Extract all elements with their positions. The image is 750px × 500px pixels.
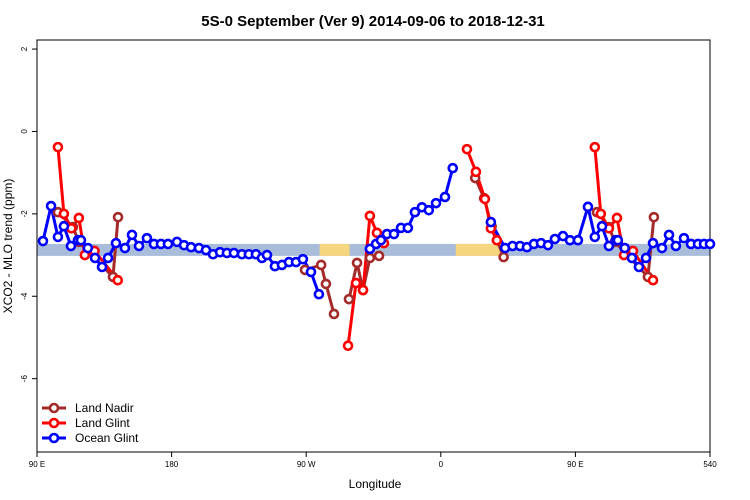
data-point [45, 200, 57, 212]
data-point [141, 232, 153, 244]
data-point [589, 231, 601, 243]
data-point [75, 234, 87, 246]
data-point [305, 266, 317, 278]
data-point [58, 208, 70, 220]
y-axis-label: XCO2 - MLO trend (ppm) [1, 179, 15, 314]
data-point [619, 242, 631, 254]
data-point [447, 162, 459, 174]
legend-marker [48, 417, 60, 429]
data-point [670, 240, 682, 252]
data-point [350, 277, 362, 289]
data-point [37, 235, 49, 247]
data-point [402, 222, 414, 234]
x-tick-label: 90 W [297, 460, 316, 469]
land-span [319, 243, 350, 256]
data-point [65, 240, 77, 252]
data-point [582, 201, 594, 213]
data-point [430, 197, 442, 209]
data-point [498, 251, 509, 263]
data-point [409, 206, 421, 218]
data-point [162, 238, 174, 250]
data-point [423, 204, 435, 216]
data-point [133, 240, 145, 252]
y-tick-label: -2 [20, 210, 29, 218]
data-point [603, 240, 615, 252]
data-point [119, 242, 131, 254]
data-point [491, 234, 503, 246]
data-point [73, 212, 85, 224]
data-point [595, 208, 607, 220]
data-point [112, 211, 124, 223]
data-point [611, 212, 623, 224]
data-point [313, 288, 325, 300]
data-point [297, 253, 309, 265]
x-tick-label: 0 [439, 460, 444, 469]
data-point [572, 234, 584, 246]
data-point [388, 228, 400, 240]
data-point [626, 252, 638, 264]
data-point [647, 274, 659, 286]
legend-label: Land Glint [75, 416, 130, 430]
data-point [315, 259, 327, 271]
data-point [89, 252, 101, 264]
data-point [375, 234, 387, 246]
data-point [364, 210, 376, 222]
y-tick-label: 0 [20, 129, 29, 134]
data-point [612, 234, 624, 246]
chart-title: 5S-0 September (Ver 9) 2014-09-06 to 201… [201, 13, 545, 30]
data-point [704, 238, 716, 250]
data-point [328, 308, 340, 320]
data-point [112, 274, 124, 286]
data-point [479, 193, 491, 205]
data-point [110, 237, 122, 249]
y-tick-label: -6 [20, 375, 29, 383]
data-point [647, 237, 659, 249]
data-point [648, 211, 660, 223]
y-tick-label: -4 [20, 292, 29, 300]
data-point [461, 143, 473, 155]
data-point [357, 284, 369, 296]
data-point [126, 229, 138, 241]
data-point [96, 261, 108, 273]
data-point [102, 252, 114, 264]
data-point [470, 166, 482, 178]
legend-marker [48, 402, 60, 414]
data-point [82, 242, 94, 254]
data-point [342, 340, 354, 352]
x-axis-label: Longitude [349, 477, 402, 491]
land-span [455, 243, 501, 256]
x-tick-label: 180 [165, 460, 179, 469]
x-tick-label: 90 E [567, 460, 583, 469]
y-tick-label: 2 [20, 46, 29, 51]
data-point [52, 231, 64, 243]
data-point [589, 141, 601, 153]
data-point [58, 220, 70, 232]
data-point [320, 278, 332, 290]
data-point [663, 229, 675, 241]
data-point [596, 220, 608, 232]
legend-label: Ocean Glint [75, 431, 139, 445]
data-point [678, 232, 690, 244]
x-tick-label: 540 [703, 460, 717, 469]
data-point [261, 249, 273, 261]
data-point [542, 239, 554, 251]
x-tick-label: 90 E [29, 460, 45, 469]
data-point [364, 252, 376, 264]
data-point [656, 242, 668, 254]
data-point [485, 216, 497, 228]
data-point [439, 191, 451, 203]
data-point [343, 293, 355, 305]
data-point [351, 257, 363, 269]
legend-marker [48, 432, 60, 444]
legend-label: Land Nadir [75, 401, 134, 415]
data-point [640, 252, 652, 264]
data-point [52, 141, 64, 153]
data-point [633, 261, 645, 273]
data-point [373, 250, 385, 262]
